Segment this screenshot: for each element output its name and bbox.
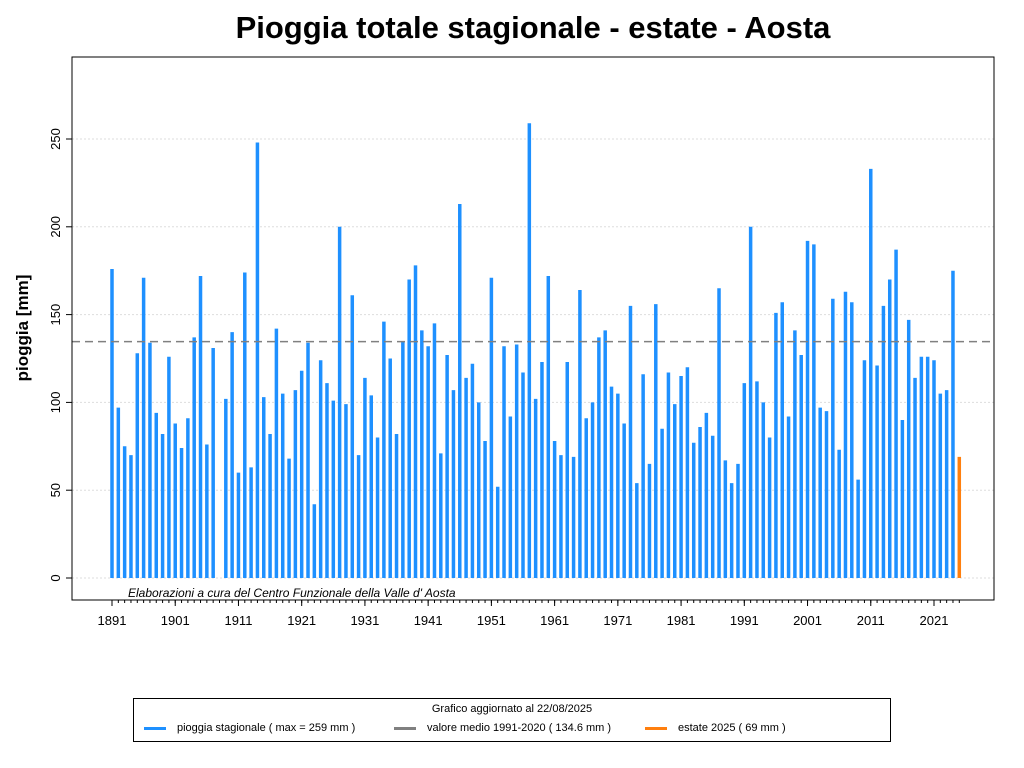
legend-label: estate 2025 ( 69 mm ) (678, 722, 786, 734)
x-tick-label: 1941 (414, 613, 443, 628)
legend-label: pioggia stagionale ( max = 259 mm ) (177, 722, 356, 734)
legend-label: valore medio 1991-2020 ( 134.6 mm ) (427, 722, 612, 734)
x-tick-label: 2001 (793, 613, 822, 628)
legend-item-mean: valore medio 1991-2020 ( 134.6 mm ) (394, 722, 611, 734)
x-tick-label: 1901 (161, 613, 190, 628)
x-tick-label: 2021 (920, 613, 949, 628)
legend: Grafico aggiornato al 22/08/2025 pioggia… (133, 698, 891, 742)
legend-item-seasonal: pioggia stagionale ( max = 259 mm ) (144, 722, 355, 734)
x-tick-label: 1991 (730, 613, 759, 628)
x-tick-label: 1921 (287, 613, 316, 628)
y-tick-label: 200 (48, 216, 63, 238)
x-tick-label: 1891 (98, 613, 127, 628)
legend-swatch (144, 726, 166, 730)
y-tick-label: 150 (48, 304, 63, 326)
plot-frame (71, 56, 995, 601)
chart-title: Pioggia totale stagionale - estate - Aos… (235, 10, 831, 45)
x-tick-label: 1931 (350, 613, 379, 628)
x-tick-label: 2011 (857, 613, 885, 628)
legend-swatch (394, 726, 416, 730)
y-tick-label: 100 (48, 392, 63, 414)
x-tick-label: 1981 (667, 613, 696, 628)
x-tick-label: 1961 (540, 613, 569, 628)
x-tick-label: 1911 (224, 613, 252, 628)
legend-swatch (645, 726, 667, 730)
x-tick-label: 1971 (603, 613, 632, 628)
annotation: Elaborazioni a cura del Centro Funzional… (128, 586, 456, 600)
y-tick-label: 250 (48, 128, 63, 150)
y-axis-label: pioggia [mm] (13, 275, 32, 382)
y-tick-label: 0 (48, 574, 63, 581)
x-tick-label: 1951 (477, 613, 506, 628)
y-tick-label: 50 (48, 483, 63, 497)
legend-item-current: estate 2025 ( 69 mm ) (645, 722, 786, 734)
legend-title: Grafico aggiornato al 22/08/2025 (431, 703, 593, 715)
